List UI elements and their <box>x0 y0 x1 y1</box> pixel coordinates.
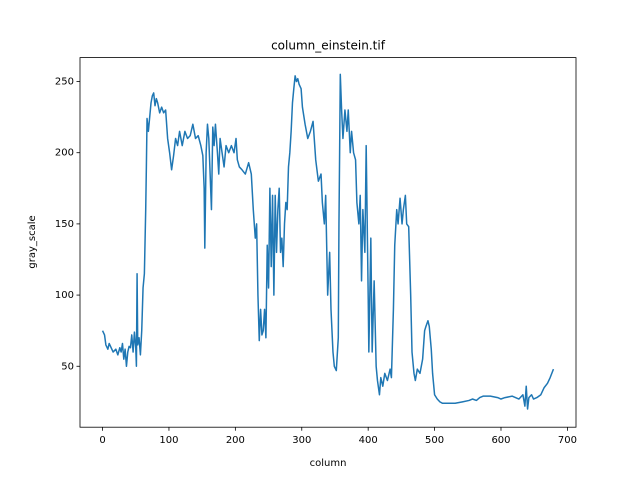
y-tick-label: 150 <box>55 219 74 230</box>
x-tick-label: 100 <box>159 435 178 446</box>
x-tick-label: 400 <box>359 435 378 446</box>
y-tick-label: 50 <box>61 361 74 372</box>
x-tick-label: 300 <box>292 435 311 446</box>
y-tick-label: 100 <box>55 290 74 301</box>
x-tick-label: 0 <box>99 435 105 446</box>
y-axis-label: gray_scale <box>27 215 38 268</box>
x-axis-label: column <box>310 458 347 469</box>
x-tick-label: 200 <box>226 435 245 446</box>
chart-title: column_einstein.tif <box>271 39 386 53</box>
x-tick-label: 500 <box>425 435 444 446</box>
x-tick-label: 600 <box>491 435 510 446</box>
y-tick-label: 200 <box>55 148 74 159</box>
line-series <box>101 73 555 410</box>
axes-frame <box>79 57 577 428</box>
x-tick-label: 700 <box>558 435 577 446</box>
y-tick-label: 250 <box>55 77 74 88</box>
